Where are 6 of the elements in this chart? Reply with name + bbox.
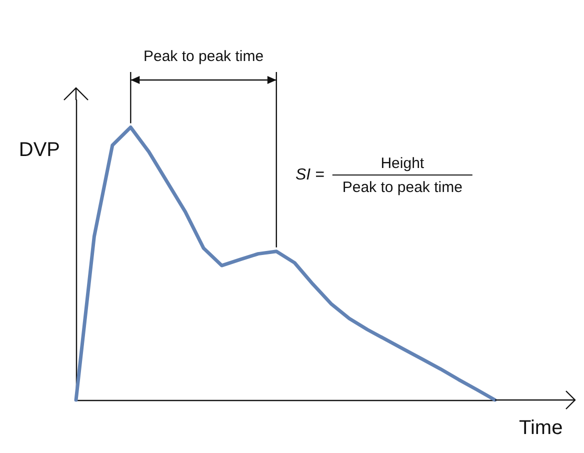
y-axis-title: DVP (18, 139, 60, 161)
text: Peak to peak time (143, 48, 264, 65)
annotation: SI = (295, 166, 324, 184)
annotation: Height (380, 155, 425, 172)
annotation: Peak to peak time (342, 179, 462, 196)
x-axis-title: Time (519, 417, 563, 439)
